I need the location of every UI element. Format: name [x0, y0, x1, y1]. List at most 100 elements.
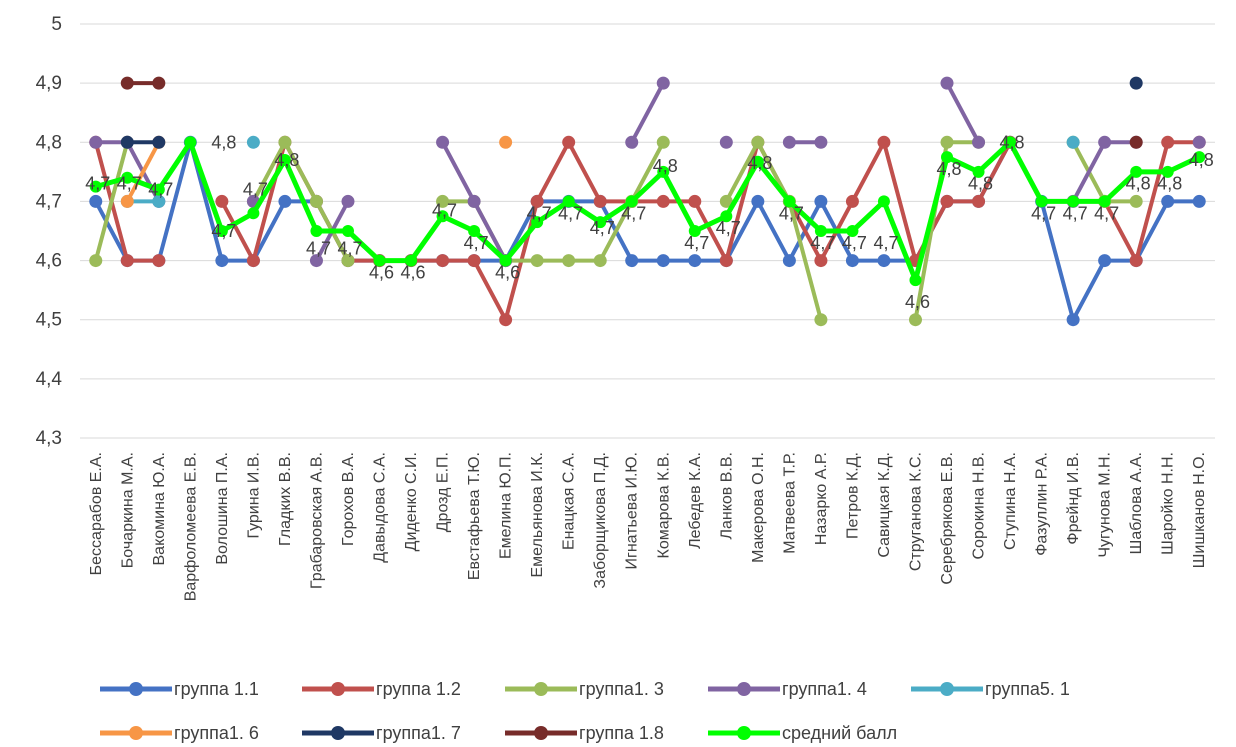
data-point: [184, 136, 197, 149]
data-label: 4,7: [873, 233, 898, 253]
data-label: 4,7: [779, 203, 804, 223]
data-label: 4,7: [148, 180, 173, 200]
series-2: [89, 135, 1206, 327]
data-point: [562, 254, 576, 268]
data-point: [120, 254, 134, 268]
legend-item: группа 1.8: [505, 723, 664, 743]
data-point: [720, 210, 733, 223]
data-point: [972, 135, 986, 149]
data-point: [468, 225, 481, 237]
x-tick-label: Грабаровская А.В.: [308, 452, 325, 589]
y-tick-label: 5: [51, 14, 62, 35]
x-tick-label: Лебедев К.А.: [687, 452, 704, 549]
data-label: 4,7: [243, 180, 268, 200]
x-tick-label: Варфоломеева Е.В.: [182, 452, 199, 601]
grid-lines: [80, 23, 1215, 439]
data-point: [1161, 165, 1174, 178]
data-point: [499, 254, 512, 267]
data-point: [530, 254, 544, 268]
data-point: [120, 76, 134, 90]
data-point: [1035, 195, 1048, 208]
data-point: [1129, 135, 1143, 149]
data-point: [89, 254, 103, 268]
data-point: [941, 151, 954, 164]
data-point: [562, 135, 576, 149]
x-tick-label: Шаблова А.А.: [1128, 452, 1145, 554]
series-line: [629, 82, 666, 144]
data-point: [341, 194, 355, 208]
y-tick-label: 4,8: [36, 132, 62, 153]
data-point: [656, 194, 670, 208]
legend-swatch-marker: [129, 682, 143, 696]
data-point: [530, 194, 544, 208]
data-label: 4,8: [747, 153, 772, 173]
y-tick-label: 4,9: [36, 73, 62, 94]
legend-swatch-marker: [129, 726, 143, 740]
data-point: [814, 225, 827, 237]
legend-item: группа1. 6: [100, 723, 259, 743]
data-point: [309, 254, 323, 268]
data-point: [215, 194, 229, 208]
data-point: [625, 195, 638, 208]
x-tick-label: Макерова О.Н.: [750, 452, 767, 563]
series-9: [89, 136, 1206, 287]
data-labels: 4,7 4,7 4,7 4,8 4,7 4,7 4,8 4,7 4,7 4,6 4,6 4,7 4,7 4…: [85, 132, 1214, 312]
data-point: [246, 254, 260, 268]
data-label: 4,7: [337, 239, 362, 259]
series-line: [724, 140, 823, 321]
data-label: 4,7: [306, 239, 331, 259]
y-tick-label: 4,3: [36, 428, 62, 449]
x-tick-label: Емелина Ю.П.: [498, 452, 515, 559]
x-tick-label: Бочаркина М.А.: [119, 452, 136, 568]
data-point: [625, 135, 639, 149]
data-point: [89, 180, 102, 193]
data-point: [467, 254, 481, 268]
x-axis: Бессарабов Е.А. Бочаркина М.А. Вакомина Ю.…: [88, 452, 1208, 601]
series-lines: [89, 76, 1206, 327]
data-point: [656, 135, 670, 149]
data-label: 4,8: [211, 132, 236, 152]
data-point: [309, 194, 323, 208]
data-label: 4,8: [968, 174, 993, 194]
series-line: [93, 141, 130, 262]
legend-swatch-marker: [331, 726, 345, 740]
data-point: [499, 313, 513, 327]
data-point: [908, 313, 922, 327]
series-line: [95, 139, 1201, 283]
data-point: [120, 135, 134, 149]
data-point: [656, 76, 670, 90]
series-line: [1102, 140, 1200, 263]
x-tick-label: Волошина П.А.: [214, 452, 231, 565]
data-point: [657, 165, 670, 178]
x-tick-label: Заборщикова П.Д.: [592, 452, 609, 589]
data-point: [152, 254, 166, 268]
data-point: [499, 135, 513, 149]
data-point: [814, 254, 828, 268]
data-point: [751, 194, 765, 208]
legend-swatch-marker: [940, 682, 954, 696]
data-point: [940, 194, 954, 208]
data-point: [845, 194, 859, 208]
data-point: [246, 135, 260, 149]
data-point: [531, 216, 544, 229]
legend-swatch-marker: [331, 682, 345, 696]
data-label: 4,6: [369, 262, 394, 282]
data-point: [751, 155, 764, 168]
y-tick-label: 4,4: [36, 369, 63, 390]
data-label: 4,7: [842, 233, 867, 253]
x-tick-label: Шаройко Н.Н.: [1160, 452, 1177, 555]
data-label: 4,7: [1094, 203, 1119, 223]
data-point: [940, 135, 954, 149]
legend: группа 1.1 группа 1.2 группа1. 3 группа1. 4…: [100, 679, 1070, 743]
data-point: [89, 135, 103, 149]
data-point: [782, 254, 796, 268]
data-point: [341, 225, 354, 237]
legend-label: группа1. 6: [174, 723, 259, 743]
x-tick-label: Евстафьева Т.Ю.: [466, 452, 483, 580]
data-label: 4,7: [464, 233, 489, 253]
x-tick-label: Петров К.Д.: [844, 452, 861, 539]
data-point: [215, 225, 228, 237]
series-line: [945, 82, 981, 144]
data-label: 4,7: [85, 174, 110, 194]
data-point: [688, 254, 702, 268]
